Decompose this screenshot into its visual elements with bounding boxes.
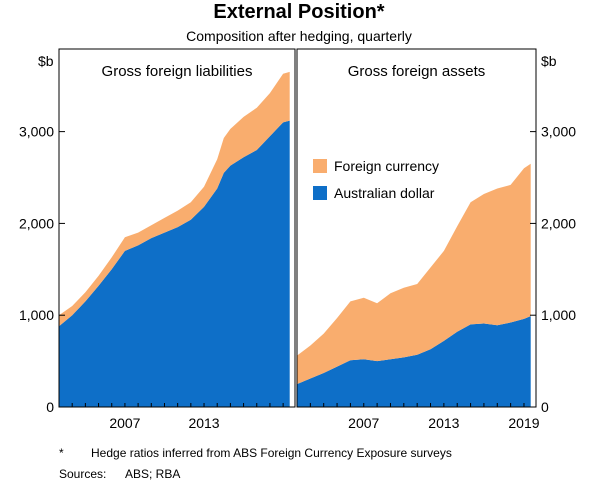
x-tick-label: 2019 — [508, 415, 539, 431]
x-tick-label: 2013 — [188, 415, 219, 431]
chart-frames — [58, 48, 537, 408]
y-unit-left: $b — [38, 53, 54, 69]
panel-title-2: Gross foreign assets — [348, 63, 486, 80]
area-assets-foreign-currency — [297, 163, 531, 385]
panel-frame-1 — [58, 48, 296, 408]
y-tick-label-right: 0 — [541, 399, 549, 415]
footnote-text: Hedge ratios inferred from ABS Foreign C… — [91, 446, 452, 460]
chart-ticks — [58, 131, 536, 408]
y-tick-label-right: 1,000 — [541, 307, 576, 323]
y-tick-label-left: 3,000 — [19, 124, 54, 140]
area-assets-australian-dollar — [297, 316, 531, 407]
y-tick-label-left: 2,000 — [19, 215, 54, 231]
panel-frame-2 — [296, 48, 537, 408]
sources: Sources: ABS; RBA — [59, 467, 180, 481]
y-tick-label-left: 1,000 — [19, 307, 54, 323]
footnote: * Hedge ratios inferred from ABS Foreign … — [59, 446, 452, 460]
sources-text: ABS; RBA — [125, 467, 181, 481]
y-tick-label-right: 2,000 — [541, 215, 576, 231]
chart-areas — [59, 71, 531, 407]
x-tick-label: 2007 — [348, 415, 379, 431]
x-tick-label: 2013 — [428, 415, 459, 431]
legend-swatch-foreign-currency — [313, 159, 327, 173]
chart-title: External Position* — [213, 1, 385, 23]
chart-subtitle: Composition after hedging, quarterly — [186, 28, 412, 44]
panel-title-1: Gross foreign liabilities — [102, 63, 253, 80]
area-liabilities-australian-dollar — [59, 120, 290, 407]
footnote-mark: * — [59, 446, 64, 460]
legend-label-foreign-currency: Foreign currency — [334, 158, 439, 174]
sources-label: Sources: — [59, 467, 107, 481]
y-tick-label-right: 3,000 — [541, 124, 576, 140]
chart-legend: Foreign currency Australian dollar — [313, 158, 439, 201]
legend-swatch-australian-dollar — [313, 186, 327, 200]
x-tick-label: 2007 — [109, 415, 140, 431]
y-unit-right: $b — [541, 53, 557, 69]
chart-labels: Gross foreign liabilities 2007 2013 Gross f… — [19, 53, 576, 431]
legend-label-australian-dollar: Australian dollar — [334, 185, 435, 201]
area-liabilities-foreign-currency — [59, 71, 290, 327]
y-tick-label-left: 0 — [46, 399, 54, 415]
